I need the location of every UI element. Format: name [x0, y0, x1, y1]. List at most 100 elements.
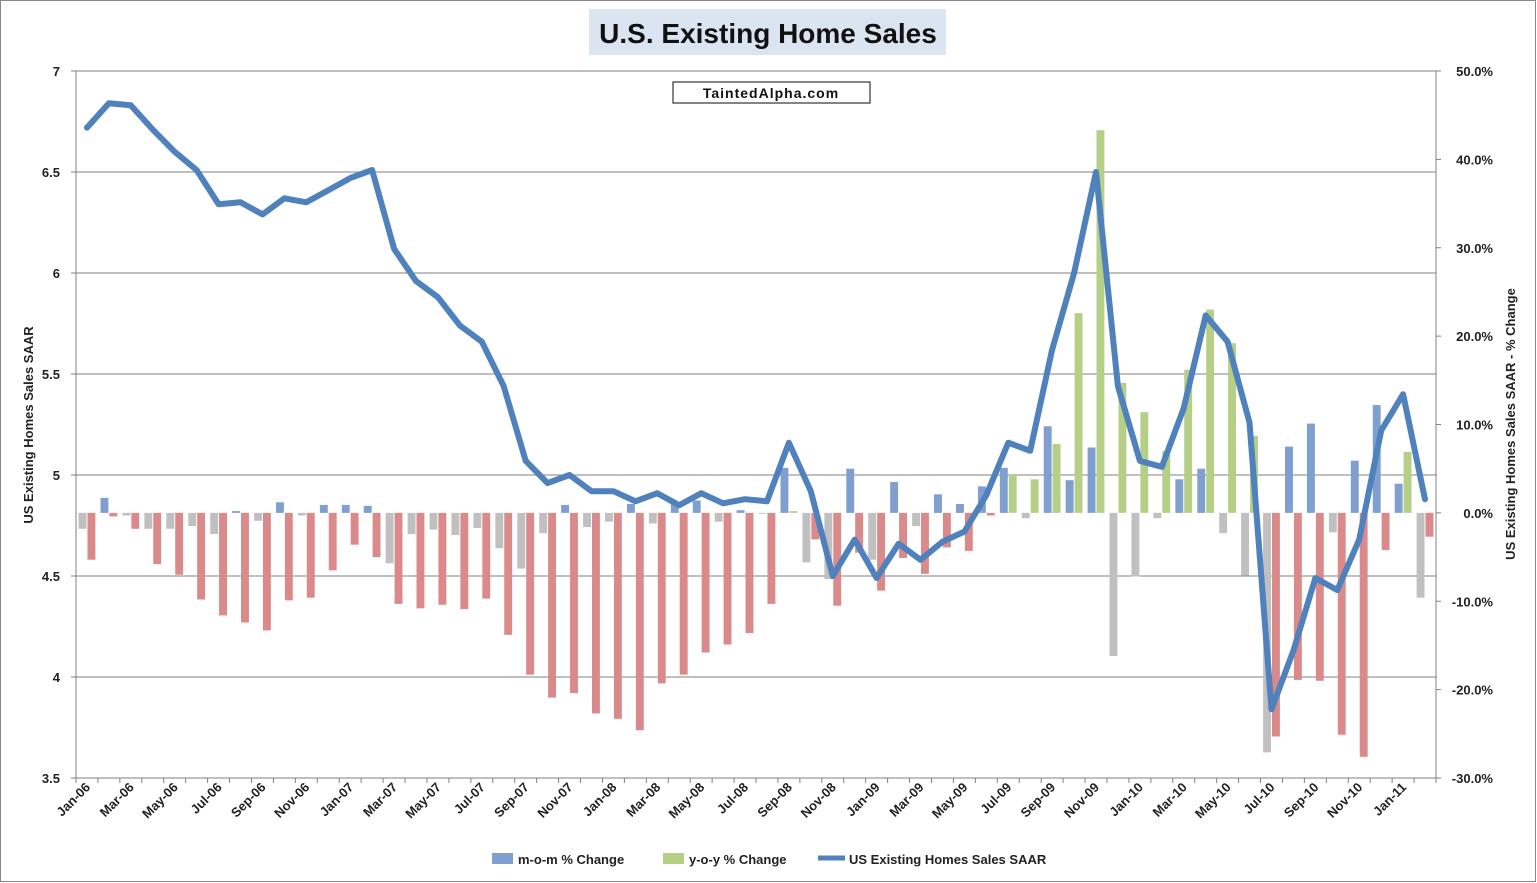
yoy-bar — [1293, 512, 1302, 680]
yoy-bar — [591, 512, 600, 714]
mom-bar — [846, 468, 855, 513]
yoy-bar — [811, 512, 820, 540]
mom-bar — [802, 512, 811, 563]
yoy-bar — [833, 512, 842, 606]
yoy-bar — [942, 512, 951, 548]
yoy-bar — [306, 512, 315, 598]
mom-bar — [341, 504, 350, 513]
yoy-bar — [570, 512, 578, 694]
yoy-bar — [855, 512, 864, 553]
chart-title: U.S. Existing Home Sales — [599, 18, 937, 49]
mom-bar — [1087, 447, 1096, 513]
mom-bar — [78, 512, 87, 529]
yoy-bar — [1271, 512, 1280, 737]
mom-bar — [495, 512, 504, 549]
yoy-bar — [372, 512, 381, 558]
yoy-bar — [197, 512, 206, 600]
sales-line — [84, 100, 1428, 713]
left-tick-label: 4.5 — [42, 569, 60, 584]
yoy-bar — [1403, 451, 1412, 513]
right-axis-ticks: -30.0% -20.0% -10.0% 0.0% 10.0% 20.0% 30.0% 40.… — [1436, 64, 1493, 786]
mom-bar — [1350, 460, 1359, 513]
right-tick-label: 10.0% — [1456, 418, 1493, 433]
right-tick-label: 20.0% — [1456, 329, 1493, 344]
mom-bar — [583, 512, 591, 528]
mom-bar — [429, 512, 438, 530]
mom-bar — [1153, 512, 1162, 519]
mom-bar — [1021, 512, 1030, 519]
yoy-bar — [394, 512, 403, 604]
yoy-bar — [899, 512, 907, 558]
mom-bar — [824, 512, 833, 580]
mom-bar — [1109, 512, 1118, 657]
mom-bar — [1065, 480, 1074, 513]
yoy-bar — [438, 512, 447, 605]
watermark-logo: TaintedAlpha.com — [672, 81, 871, 104]
mom-bar — [1197, 468, 1206, 513]
yoy-bar — [679, 512, 688, 675]
yoy-bar — [1162, 451, 1171, 513]
plot-area-border — [75, 70, 1437, 779]
mom-bar — [319, 504, 328, 513]
yoy-bar — [921, 512, 929, 574]
mom-bar — [188, 512, 197, 527]
mom-bar — [232, 511, 241, 513]
yoy-bar — [1337, 512, 1346, 735]
yoy-bar — [109, 512, 118, 517]
mom-bar — [100, 497, 109, 513]
yoy-bar — [548, 512, 557, 698]
legend-label-yoy: y-o-y % Change — [689, 852, 787, 867]
yoy-bar — [1228, 343, 1237, 513]
yoy-bar — [131, 512, 140, 529]
mom-bar — [254, 512, 262, 521]
mom-bar — [692, 500, 701, 513]
left-tick-label: 5.5 — [42, 367, 60, 382]
yoy-bar — [87, 512, 96, 560]
mom-bar — [955, 504, 964, 513]
left-tick-label: 4 — [53, 670, 61, 685]
yoy-bar — [460, 512, 469, 610]
mom-bar — [890, 481, 899, 513]
left-axis-title: US Existing Homes Sales SAAR — [21, 326, 36, 524]
mom-bar — [122, 512, 131, 516]
mom-bar — [297, 512, 306, 516]
yoy-bar — [284, 512, 293, 601]
right-tick-label: -10.0% — [1452, 594, 1494, 609]
yoy-bar — [701, 512, 710, 653]
mom-bar — [1131, 512, 1140, 577]
mom-bar — [670, 504, 679, 513]
mom-bar — [363, 505, 372, 513]
yoy-bar — [986, 512, 995, 516]
title-box — [589, 9, 946, 55]
yoy-bar — [657, 512, 666, 684]
left-tick-label: 3.5 — [42, 771, 60, 786]
gridlines — [76, 171, 1436, 678]
legend: m-o-m % Change y-o-y % Change US Existin… — [492, 852, 1047, 867]
mom-bar — [1416, 512, 1425, 598]
mom-bar — [626, 504, 635, 513]
yoy-bar — [1359, 512, 1368, 757]
yoy-bar — [1381, 512, 1390, 550]
mom-bar — [1394, 483, 1403, 513]
mom-bar — [1241, 512, 1250, 576]
mom-bar — [714, 512, 723, 522]
right-tick-label: 50.0% — [1456, 64, 1493, 79]
yoy-bar — [723, 512, 732, 645]
mom-bar — [407, 512, 416, 535]
yoy-bar — [526, 512, 535, 675]
left-tick-label: 7 — [53, 64, 60, 79]
right-tick-label: -30.0% — [1452, 771, 1494, 786]
left-tick-label: 6 — [53, 266, 60, 281]
yoy-bar — [504, 512, 513, 635]
yoy-bar — [635, 512, 644, 731]
mom-bar — [561, 504, 570, 513]
yoy-bar — [1030, 479, 1039, 513]
mom-bar — [999, 467, 1008, 513]
mom-bar — [1306, 423, 1315, 513]
yoy-bar — [153, 512, 162, 565]
mom-bar — [758, 512, 767, 514]
mom-bar — [385, 512, 394, 564]
mom-bar — [1175, 479, 1184, 513]
